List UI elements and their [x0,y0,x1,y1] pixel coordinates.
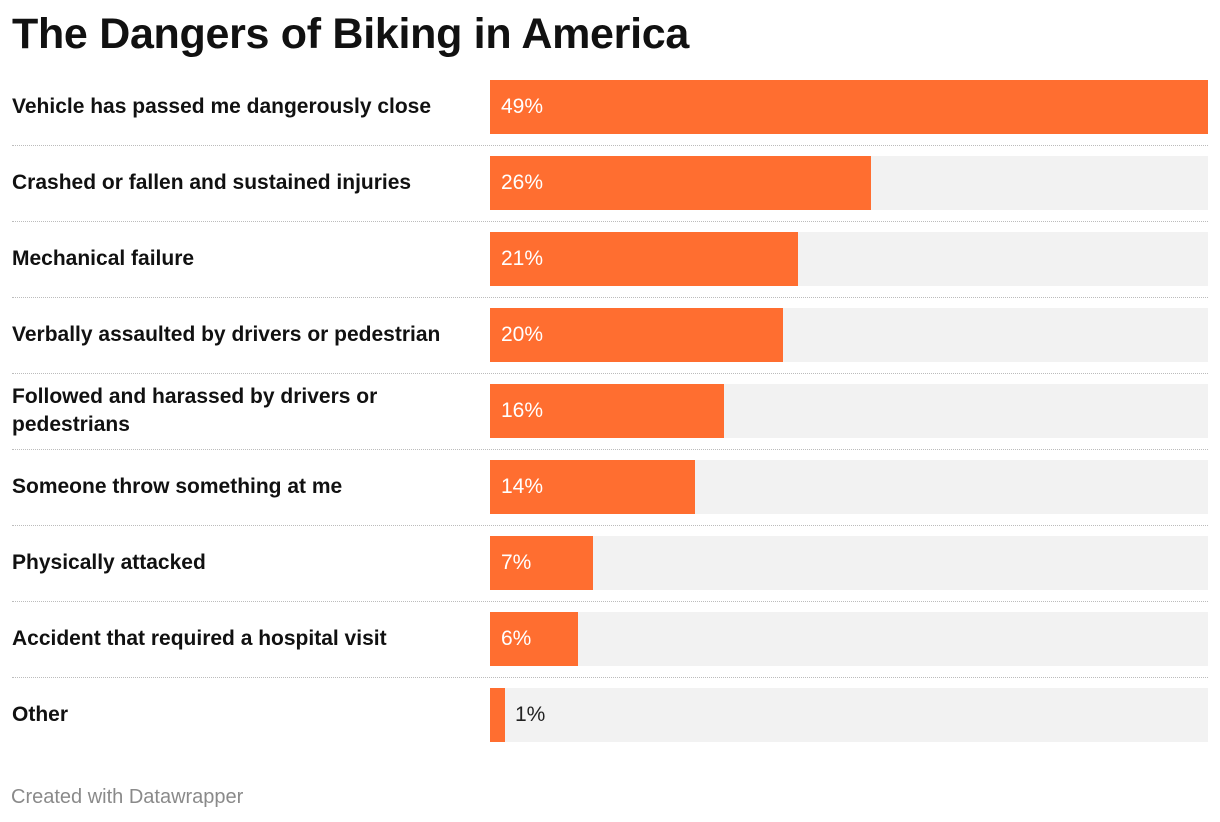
value-label: 16% [501,399,544,422]
value-label: 49% [501,95,544,118]
category-label: Mechanical failure [12,247,195,270]
row-divider [12,601,1208,602]
bar-chart: Vehicle has passed me dangerously close 4… [0,70,1220,760]
bar-track: 20% [490,308,1208,362]
bar-row: Vehicle has passed me dangerously close 4… [0,80,1220,134]
bar [490,688,505,742]
row-divider [12,449,1208,450]
bar-row: Other 1% [0,688,1220,742]
value-label: 21% [501,247,544,270]
category-label: Other [12,703,69,726]
value-label: 6% [501,627,532,650]
chart-title: The Dangers of Biking in America [12,10,689,58]
value-label: 14% [501,475,544,498]
category-label: Followed and harassed by drivers or pede… [12,385,378,436]
bar-track: 1% [490,688,1208,742]
row-divider [12,145,1208,146]
value-label: 20% [501,323,544,346]
bar-track: 16% [490,384,1208,438]
bar-track: 49% [490,80,1208,134]
bar-row: Accident that required a hospital visit 6… [0,612,1220,666]
value-label: 7% [501,551,532,574]
row-divider [12,297,1208,298]
row-divider [12,677,1208,678]
value-label: 1% [515,703,546,726]
category-label: Crashed or fallen and sustained injuries [12,171,412,194]
bar [490,460,695,514]
credit-text: Created with Datawrapper [11,786,244,808]
bar [490,80,1208,134]
bar [490,536,593,590]
bar [490,612,578,666]
bar-row: Followed and harassed by drivers or pede… [0,384,1220,438]
bar [490,232,798,286]
bar-row: Someone throw something at me 14% [0,460,1220,514]
bar-track: 21% [490,232,1208,286]
bar-track: 6% [490,612,1208,666]
category-label: Accident that required a hospital visit [12,627,387,650]
bar-row: Verbally assaulted by drivers or pedestr… [0,308,1220,362]
bar-track: 14% [490,460,1208,514]
bar-track: 7% [490,536,1208,590]
row-divider [12,221,1208,222]
bar [490,384,724,438]
bar [490,156,871,210]
bar [490,308,783,362]
bar-row: Physically attacked 7% [0,536,1220,590]
category-label: Verbally assaulted by drivers or pedestr… [12,323,441,346]
bar-track: 26% [490,156,1208,210]
bar-row: Crashed or fallen and sustained injuries… [0,156,1220,210]
bar-row: Mechanical failure 21% [0,232,1220,286]
row-divider [12,373,1208,374]
category-label: Physically attacked [12,551,206,574]
row-divider [12,525,1208,526]
category-label: Someone throw something at me [12,475,343,498]
category-label: Vehicle has passed me dangerously close [12,95,432,118]
value-label: 26% [501,171,544,194]
